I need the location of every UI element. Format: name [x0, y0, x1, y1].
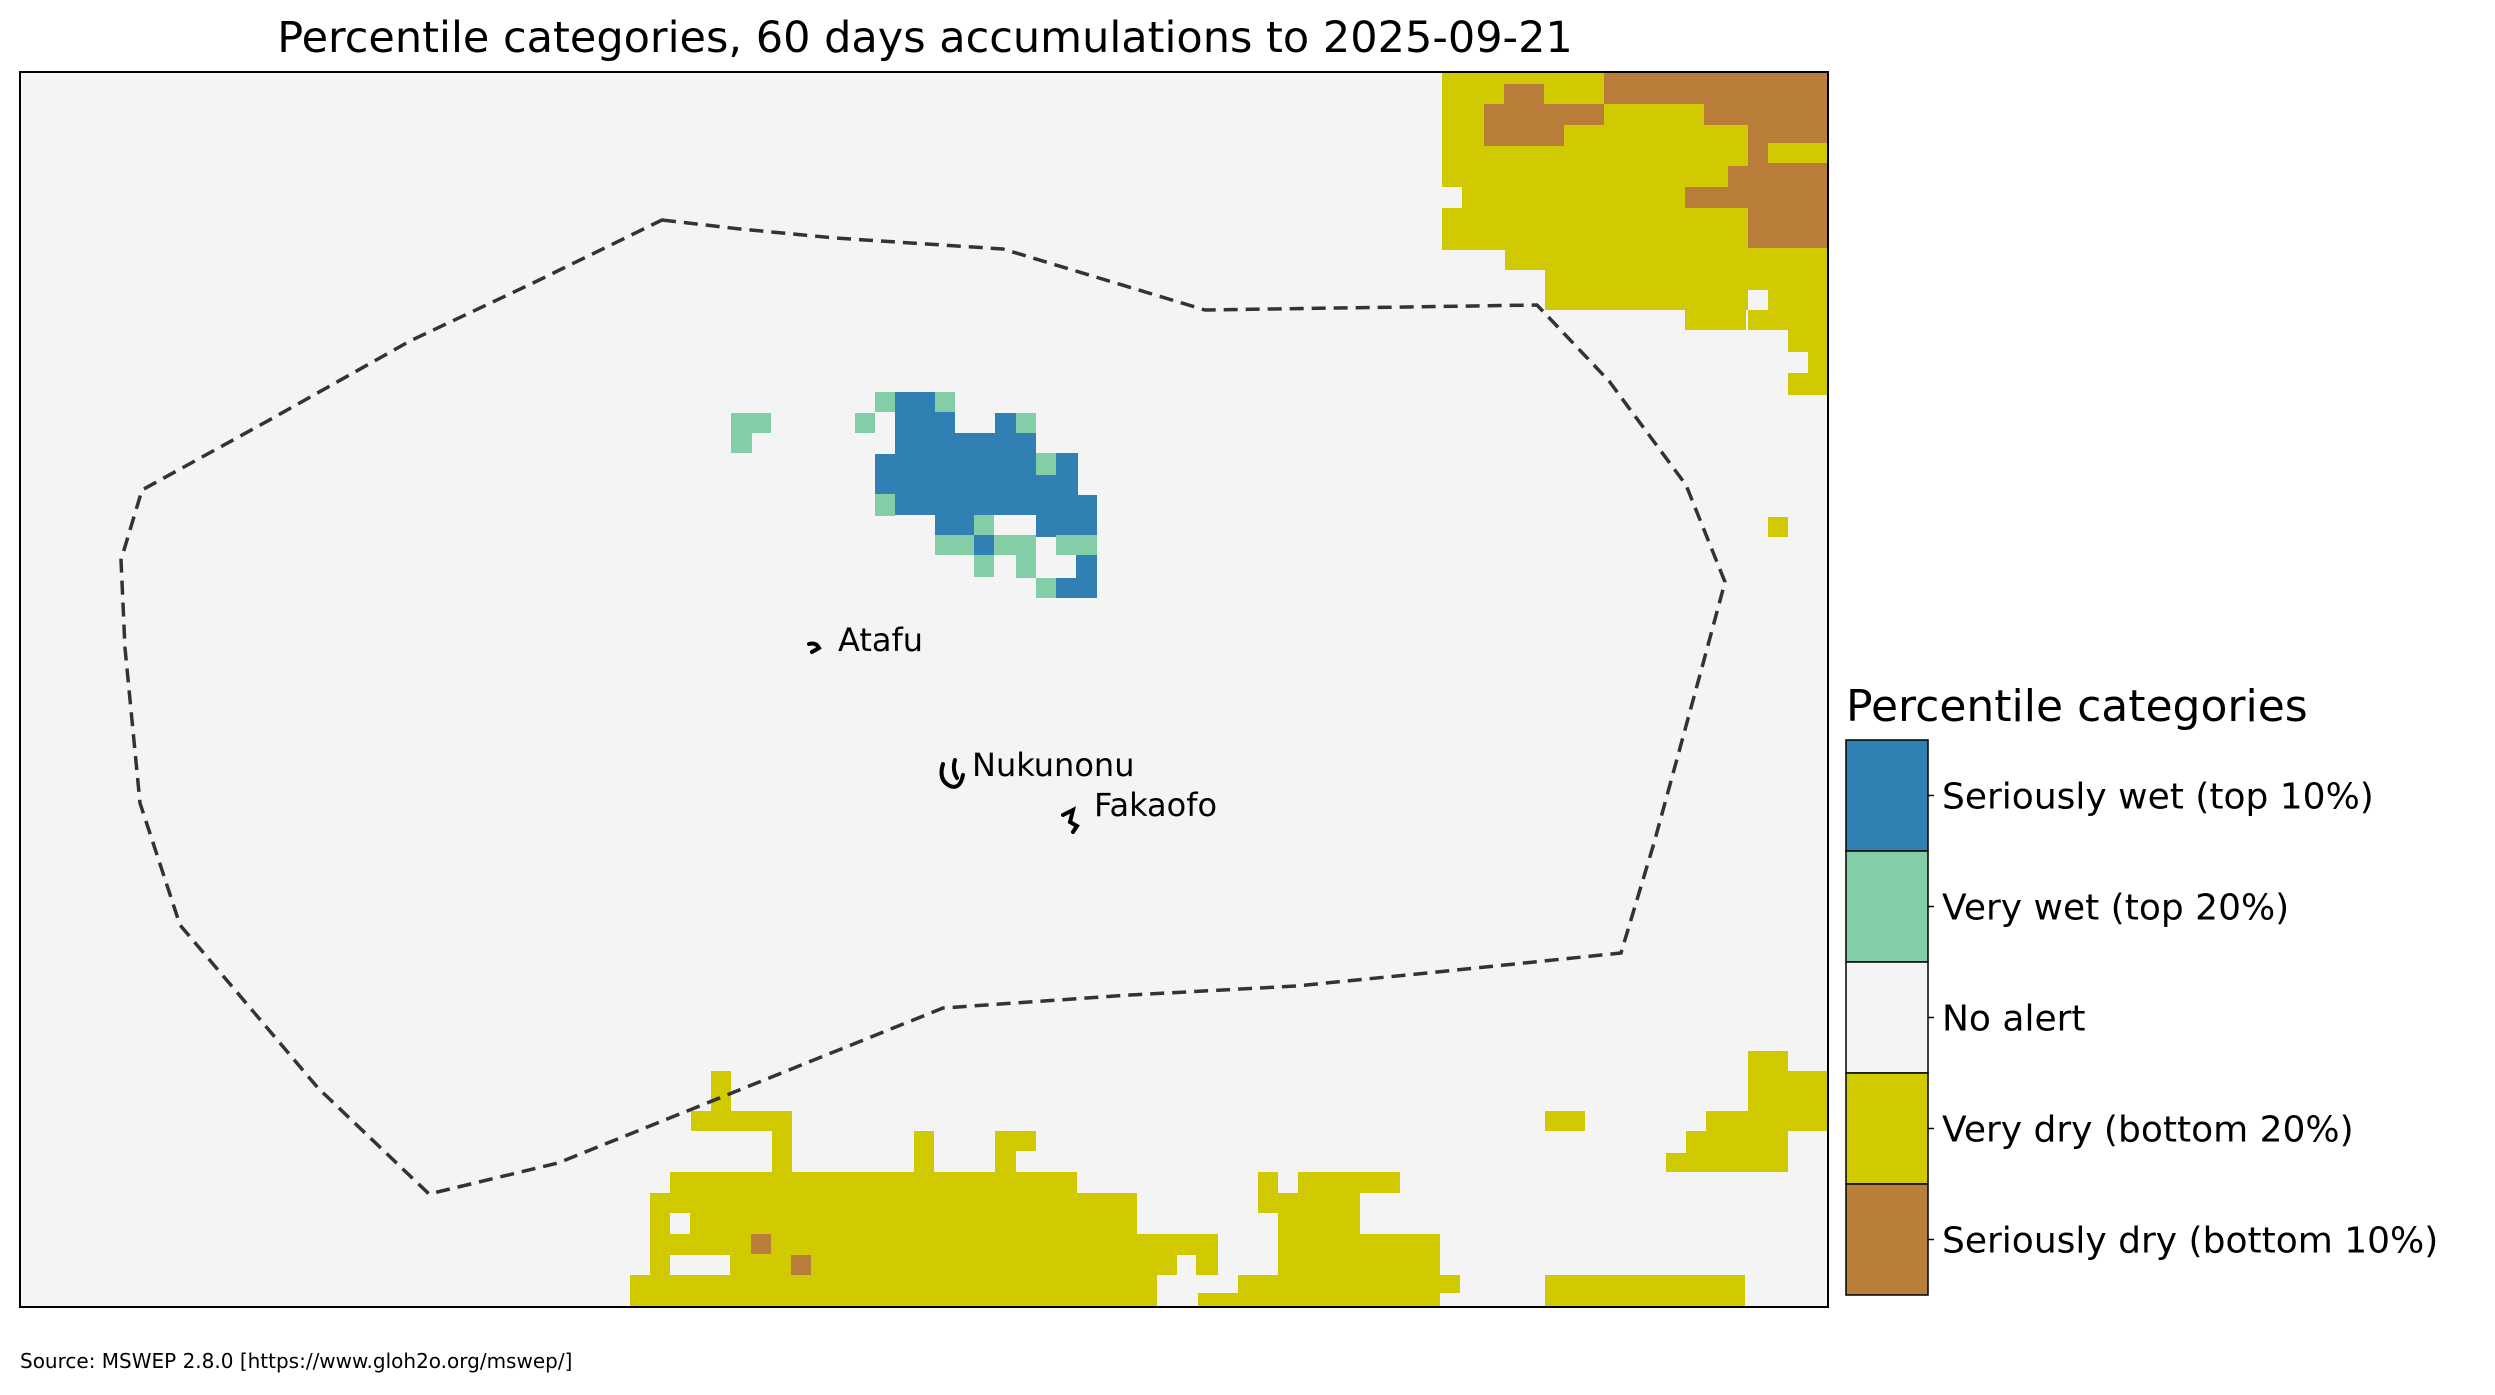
seriously-wet-area: [875, 392, 1097, 598]
very-dry-area-northeast: [1442, 72, 1828, 395]
seriously-wet-cell: [974, 535, 994, 555]
legend-label: Seriously wet (top 10%): [1942, 777, 2374, 818]
eez-boundary: [119, 218, 1727, 1196]
legend-label: Seriously dry (bottom 10%): [1942, 1221, 2438, 1262]
very-wet-area: [731, 392, 1097, 598]
seriously-dry-area-northeast: [1484, 72, 1828, 248]
legend: Percentile categories Seriously wet (top…: [1845, 681, 2438, 1296]
very-dry-scatter-south: [691, 1071, 1745, 1307]
map-background: [20, 72, 1828, 1307]
legend-label: Very wet (top 20%): [1942, 888, 2289, 929]
place-label-nukunonu: Nukunonu: [972, 746, 1134, 784]
legend-swatch: [1845, 739, 1929, 852]
legend-label: No alert: [1942, 999, 2086, 1040]
legend-items: Seriously wet (top 10%) Very wet (top 20%…: [1845, 739, 2438, 1296]
no-alert-gaps-south: [670, 1213, 1197, 1307]
source-note: Source: MSWEP 2.8.0 [https://www.gloh2o.…: [20, 1349, 572, 1373]
map-frame: [19, 71, 1829, 1308]
fakaofo-island: [1061, 806, 1080, 834]
legend-label: Very dry (bottom 20%): [1942, 1110, 2354, 1151]
very-dry-area-southeast: [1666, 1051, 1828, 1172]
island-outlines: [807, 641, 1080, 834]
legend-swatch: [1845, 850, 1929, 963]
place-label-atafu: Atafu: [838, 621, 923, 659]
very-dry-cell: [1768, 517, 1788, 537]
map-title: Percentile categories, 60 days accumulat…: [277, 13, 1573, 63]
legend-swatch: [1845, 1183, 1929, 1296]
seriously-dry-area-south: [751, 1234, 811, 1275]
legend-title: Percentile categories: [1846, 681, 2308, 732]
legend-swatch: [1845, 961, 1929, 1074]
place-label-fakaofo: Fakaofo: [1094, 786, 1217, 824]
legend-swatch: [1845, 1072, 1929, 1185]
very-dry-cell: [1545, 1111, 1585, 1131]
atafu-island: [807, 641, 822, 654]
percentile-category-cells: [630, 72, 1828, 1307]
very-dry-area-south: [630, 1172, 1218, 1307]
nukunonu-island: [939, 758, 965, 789]
